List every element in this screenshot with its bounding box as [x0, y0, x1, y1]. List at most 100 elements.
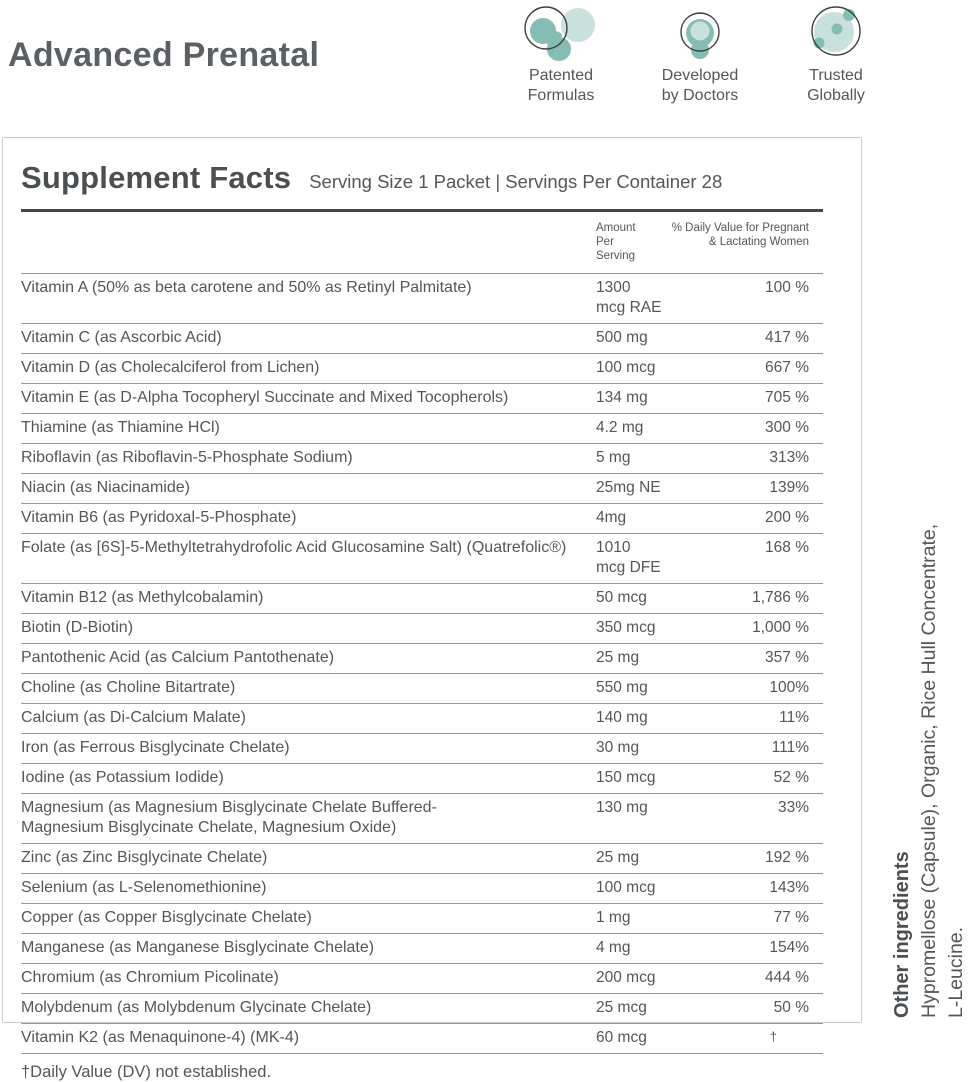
nutrient-dv: 11%: [779, 709, 809, 726]
nutrient-row: Calcium (as Di-Calcium Malate) 140 mg 11%: [21, 704, 823, 734]
nutrient-dv: 705 %: [765, 389, 809, 406]
nutrient-amount: 25mg NE: [596, 479, 661, 496]
nutrient-amount: 25 mg: [596, 849, 640, 866]
nutrient-dv: 50 %: [773, 999, 809, 1016]
nutrient-dv: 52 %: [773, 769, 809, 786]
nutrient-dv: 33%: [777, 799, 809, 816]
nutrient-name: Choline (as Choline Bitartrate): [21, 679, 236, 696]
nutrient-name: Vitamin D (as Cholecalciferol from Liche…: [21, 359, 320, 376]
nutrient-dv: 192 %: [765, 849, 809, 866]
nutrient-amount: 100 mcg: [596, 359, 656, 376]
nutrient-name: Pantothenic Acid (as Calcium Pantothenat…: [21, 649, 335, 666]
nutrient-dv: 100%: [769, 679, 809, 696]
nutrient-name: Vitamin B6 (as Pyridoxal-5-Phosphate): [21, 509, 297, 526]
nutrient-name: Copper (as Copper Bisglycinate Chelate): [21, 909, 312, 926]
nutrient-dv: 139%: [769, 479, 809, 496]
nutrient-amount: 1010 mcg DFE: [596, 539, 661, 576]
nutrient-row: Biotin (D-Biotin) 350 mcg 1,000 %: [21, 614, 823, 644]
column-header-daily-value: % Daily Value for Pregnant & Lactating W…: [671, 222, 809, 248]
nutrient-row: Vitamin E (as D-Alpha Tocopheryl Succina…: [21, 384, 823, 414]
nutrient-row: Thiamine (as Thiamine HCl) 4.2 mg 300 %: [21, 414, 823, 444]
nutrient-amount: 25 mg: [596, 649, 640, 666]
nutrient-dv: 100 %: [765, 279, 809, 296]
nutrient-row: Niacin (as Niacinamide) 25mg NE 139%: [21, 474, 823, 504]
other-ingredients-title: Other ingredients: [891, 851, 913, 1018]
nutrient-amount: 4 mg: [596, 939, 631, 956]
nutrient-dv: 1,786 %: [752, 589, 809, 606]
nutrient-dv: 1,000 %: [752, 619, 809, 636]
panel-header: Supplement Facts Serving Size 1 Packet |…: [21, 160, 823, 196]
nutrient-name: Manganese (as Manganese Bisglycinate Che…: [21, 939, 375, 956]
nutrient-name: Chromium (as Chromium Picolinate): [21, 969, 279, 986]
nutrient-row: Vitamin A (50% as beta carotene and 50% …: [21, 274, 823, 324]
nutrient-row: Copper (as Copper Bisglycinate Chelate) 1…: [21, 904, 823, 934]
daily-value-footnote: †Daily Value (DV) not established.: [21, 1063, 272, 1081]
nutrient-dv: 77 %: [773, 909, 809, 926]
nutrient-row: Molybdenum (as Molybdenum Glycinate Chel…: [21, 994, 823, 1024]
nutrient-name: Niacin (as Niacinamide): [21, 479, 190, 496]
other-ingredients-rotated-block: Other ingredients Hypromellose (Capsule)…: [888, 458, 976, 1018]
nutrient-name: Vitamin A (50% as beta carotene and 50% …: [21, 279, 472, 296]
nutrient-name: Selenium (as L-Selenomethionine): [21, 879, 267, 896]
nutrient-amount: 134 mg: [596, 389, 648, 406]
nutrient-row: Vitamin D (as Cholecalciferol from Liche…: [21, 354, 823, 384]
nutrient-dv: 417 %: [765, 329, 809, 346]
badge-label: Trusted Globally: [807, 67, 865, 104]
nutrient-amount: 150 mcg: [596, 769, 656, 786]
nutrient-row: Manganese (as Manganese Bisglycinate Che…: [21, 934, 823, 964]
badge-developed-by-doctors: Developed by Doctors: [635, 2, 765, 106]
nutrient-name: Thiamine (as Thiamine HCl): [21, 419, 220, 436]
serving-info: Serving Size 1 Packet | Servings Per Con…: [309, 171, 723, 192]
cell-icon: [680, 12, 720, 59]
nutrient-amount: 130 mg: [596, 799, 648, 816]
column-header-amount: Amount Per Serving: [596, 222, 636, 262]
nutrient-amount: 25 mcg: [596, 999, 647, 1016]
nutrient-row: Zinc (as Zinc Bisglycinate Chelate) 25 mg…: [21, 844, 823, 874]
nutrient-dv: 300 %: [765, 419, 809, 436]
nutrient-row: Iron (as Ferrous Bisglycinate Chelate) 30…: [21, 734, 823, 764]
nutrient-row: Magnesium (as Magnesium Bisglycinate Che…: [21, 794, 823, 844]
nutrient-table: Vitamin A (50% as beta carotene and 50% …: [21, 274, 823, 1054]
nutrient-row: Vitamin K2 (as Menaquinone-4) (MK-4) 60 m…: [21, 1024, 823, 1054]
nutrient-amount: 60 mcg: [596, 1029, 647, 1046]
nutrient-amount: 200 mcg: [596, 969, 656, 986]
molecule-blobs-icon: [524, 6, 595, 61]
column-header-spacer: [21, 221, 596, 263]
nutrient-row: Vitamin C (as Ascorbic Acid) 500 mg 417 %: [21, 324, 823, 354]
nutrient-dv: †: [769, 1029, 777, 1044]
badge-label: Developed by Doctors: [661, 67, 739, 104]
nutrient-amount: 100 mcg: [596, 879, 656, 896]
nutrient-row: Chromium (as Chromium Picolinate) 200 mcg…: [21, 964, 823, 994]
nutrient-amount: 30 mg: [596, 739, 640, 756]
nutrient-row: Choline (as Choline Bitartrate) 550 mg 100…: [21, 674, 823, 704]
nutrient-name: Calcium (as Di-Calcium Malate): [21, 709, 246, 726]
nutrient-name: Iron (as Ferrous Bisglycinate Chelate): [21, 739, 290, 756]
nutrient-name: Iodine (as Potassium Iodide): [21, 769, 224, 786]
nutrient-amount: 140 mg: [596, 709, 648, 726]
nutrient-name: Molybdenum (as Molybdenum Glycinate Chel…: [21, 999, 372, 1016]
nutrient-dv: 200 %: [765, 509, 809, 526]
nutrient-name: Vitamin E (as D-Alpha Tocopheryl Succina…: [21, 389, 509, 406]
nutrient-dv: 111%: [771, 739, 809, 756]
nutrient-amount: 350 mcg: [596, 619, 656, 636]
nutrient-name: Vitamin C (as Ascorbic Acid): [21, 329, 222, 346]
nutrient-dv: 357 %: [765, 649, 809, 666]
nutrient-name: Zinc (as Zinc Bisglycinate Chelate): [21, 849, 268, 866]
nutrient-dv: 667 %: [765, 359, 809, 376]
nutrient-row: Iodine (as Potassium Iodide) 150 mcg 52 %: [21, 764, 823, 794]
nutrient-amount: 4mg: [596, 509, 627, 526]
badge-label: Patented Formulas: [527, 67, 595, 104]
nutrient-row: Folate (as [6S]-5-Methyltetrahydrofolic …: [21, 534, 823, 584]
nutrient-name: Vitamin K2 (as Menaquinone-4) (MK-4): [21, 1029, 300, 1046]
nutrient-amount: 550 mg: [596, 679, 648, 696]
nutrient-dv: 444 %: [765, 969, 809, 986]
badge-trusted-globally: Trusted Globally: [771, 2, 901, 106]
nutrient-dv: 143%: [769, 879, 809, 896]
nutrient-dv: 313%: [769, 449, 809, 466]
nutrient-name: Magnesium (as Magnesium Bisglycinate Che…: [21, 799, 437, 836]
nutrient-name: Biotin (D-Biotin): [21, 619, 134, 636]
nutrient-dv: 168 %: [765, 539, 809, 556]
nutrient-row: Vitamin B6 (as Pyridoxal-5-Phosphate) 4mg…: [21, 504, 823, 534]
nutrient-name: Vitamin B12 (as Methylcobalamin): [21, 589, 264, 606]
nutrient-name: Riboflavin (as Riboflavin-5-Phosphate So…: [21, 449, 353, 466]
